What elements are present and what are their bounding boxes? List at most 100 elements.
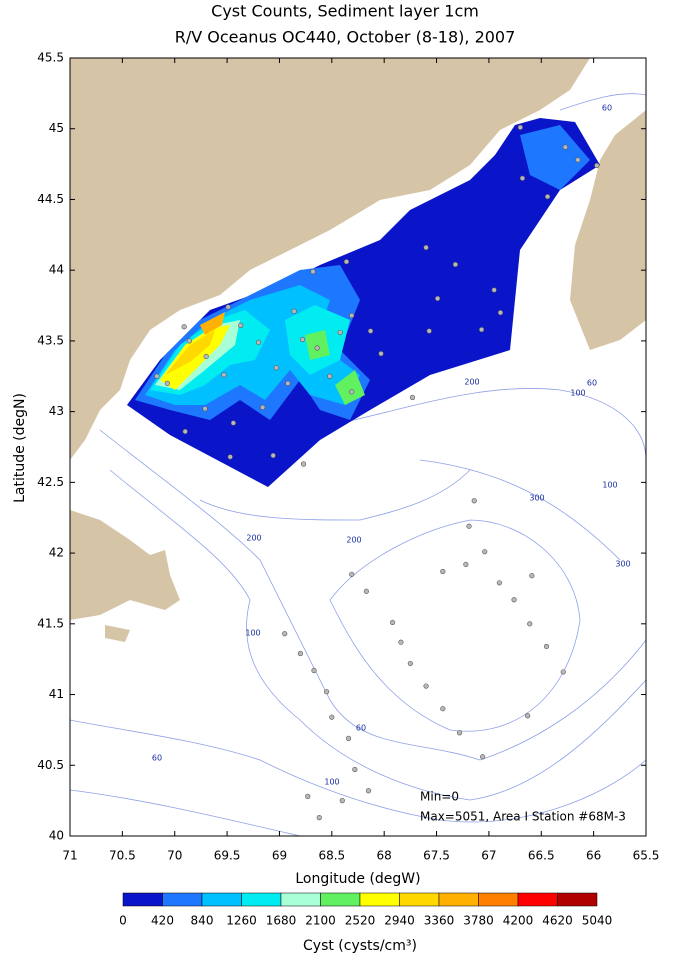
station — [517, 124, 523, 130]
colorbar-label: Cyst (cysts/cm³) — [303, 938, 417, 954]
colorbar-tick-label: 3780 — [463, 914, 494, 928]
station — [282, 631, 288, 637]
station — [297, 650, 304, 657]
station — [496, 580, 502, 586]
station — [452, 261, 458, 268]
station — [227, 454, 233, 460]
station — [440, 568, 446, 575]
station — [562, 144, 568, 150]
island — [105, 625, 130, 642]
colorbar-bin — [201, 892, 242, 907]
station — [260, 404, 266, 410]
y-tick-label: 40 — [49, 829, 64, 843]
x-tick-label: 70.5 — [109, 849, 136, 863]
station — [543, 643, 550, 650]
station — [186, 338, 192, 344]
y-tick-label: 42.5 — [37, 475, 64, 489]
y-tick-label: 43 — [49, 404, 64, 418]
station — [299, 336, 306, 343]
station — [529, 573, 535, 579]
station — [491, 287, 497, 293]
station — [285, 380, 291, 386]
contour-label: 200 — [246, 534, 261, 543]
station — [480, 754, 486, 760]
station — [511, 597, 517, 603]
colorbar-bin — [478, 892, 519, 907]
station — [349, 571, 355, 577]
station — [182, 428, 188, 435]
y-tick-label: 41 — [49, 687, 64, 701]
station — [337, 329, 343, 336]
colorbar-bin — [320, 892, 361, 907]
contour-label: 100 — [245, 629, 260, 638]
colorbar-bin — [280, 892, 321, 907]
station — [497, 310, 504, 316]
contour-label: 100 — [602, 481, 617, 490]
colorbar-bin — [162, 892, 203, 907]
station — [409, 394, 416, 401]
contour-label: 100 — [570, 389, 585, 398]
station — [575, 157, 581, 163]
station — [154, 373, 160, 379]
station — [255, 339, 262, 345]
colorbar-tick-label: 0 — [119, 914, 127, 928]
x-tick-label: 67.5 — [423, 849, 450, 863]
station — [327, 373, 333, 379]
x-tick-label: 66 — [586, 849, 601, 863]
station — [352, 766, 358, 773]
land-nova-scotia — [570, 110, 646, 350]
station — [378, 351, 384, 357]
station — [314, 345, 320, 351]
station — [221, 372, 227, 378]
colorbar-bin — [517, 892, 558, 907]
station — [365, 788, 372, 794]
colorbar-bin — [438, 892, 479, 907]
contour-label: 60 — [356, 724, 366, 733]
x-tick-label: 69.5 — [214, 849, 241, 863]
contour-label: 60 — [602, 104, 612, 113]
y-tick-label: 44.5 — [37, 192, 64, 206]
station — [164, 380, 170, 386]
colorbar-tick-label: 1680 — [266, 914, 297, 928]
colorbar-tick-label: 5040 — [582, 914, 613, 928]
station — [230, 420, 236, 426]
contour-label: 300 — [615, 560, 630, 569]
station — [311, 667, 317, 674]
y-tick-label: 41.5 — [37, 616, 64, 630]
y-tick-label: 45.5 — [37, 51, 64, 65]
contour-label: 200 — [346, 536, 361, 545]
annotation-max: Max=5051, Area I Station #68M-3 — [420, 810, 626, 824]
colorbar-tick-label: 4620 — [542, 914, 573, 928]
land-maine — [70, 58, 590, 460]
station — [398, 639, 404, 645]
station — [316, 815, 322, 821]
station — [203, 353, 209, 360]
stations — [154, 124, 600, 821]
station — [423, 683, 429, 689]
station — [225, 304, 231, 310]
x-tick-label: 69 — [272, 849, 287, 863]
station — [300, 461, 307, 467]
y-tick-label: 40.5 — [37, 758, 64, 772]
x-tick-label: 66.5 — [528, 849, 555, 863]
contour-label: 300 — [529, 494, 544, 503]
colorbar-bin — [241, 892, 282, 907]
station — [407, 660, 413, 667]
colorbar-bin — [557, 892, 598, 907]
station — [456, 730, 463, 736]
station — [310, 268, 316, 275]
station — [323, 689, 330, 695]
annotation-min: Min=0 — [420, 790, 459, 804]
x-tick-label: 67 — [481, 849, 496, 863]
x-tick-label: 65.5 — [633, 849, 660, 863]
contour-label: 60 — [587, 379, 597, 388]
station — [440, 706, 446, 712]
station — [466, 523, 472, 529]
station — [471, 498, 477, 504]
colorbar-tick-label: 420 — [151, 914, 174, 928]
station — [389, 619, 396, 626]
colorbar-tick-label: 3360 — [424, 914, 455, 928]
title: Cyst Counts, Sediment layer 1cm — [211, 2, 479, 21]
